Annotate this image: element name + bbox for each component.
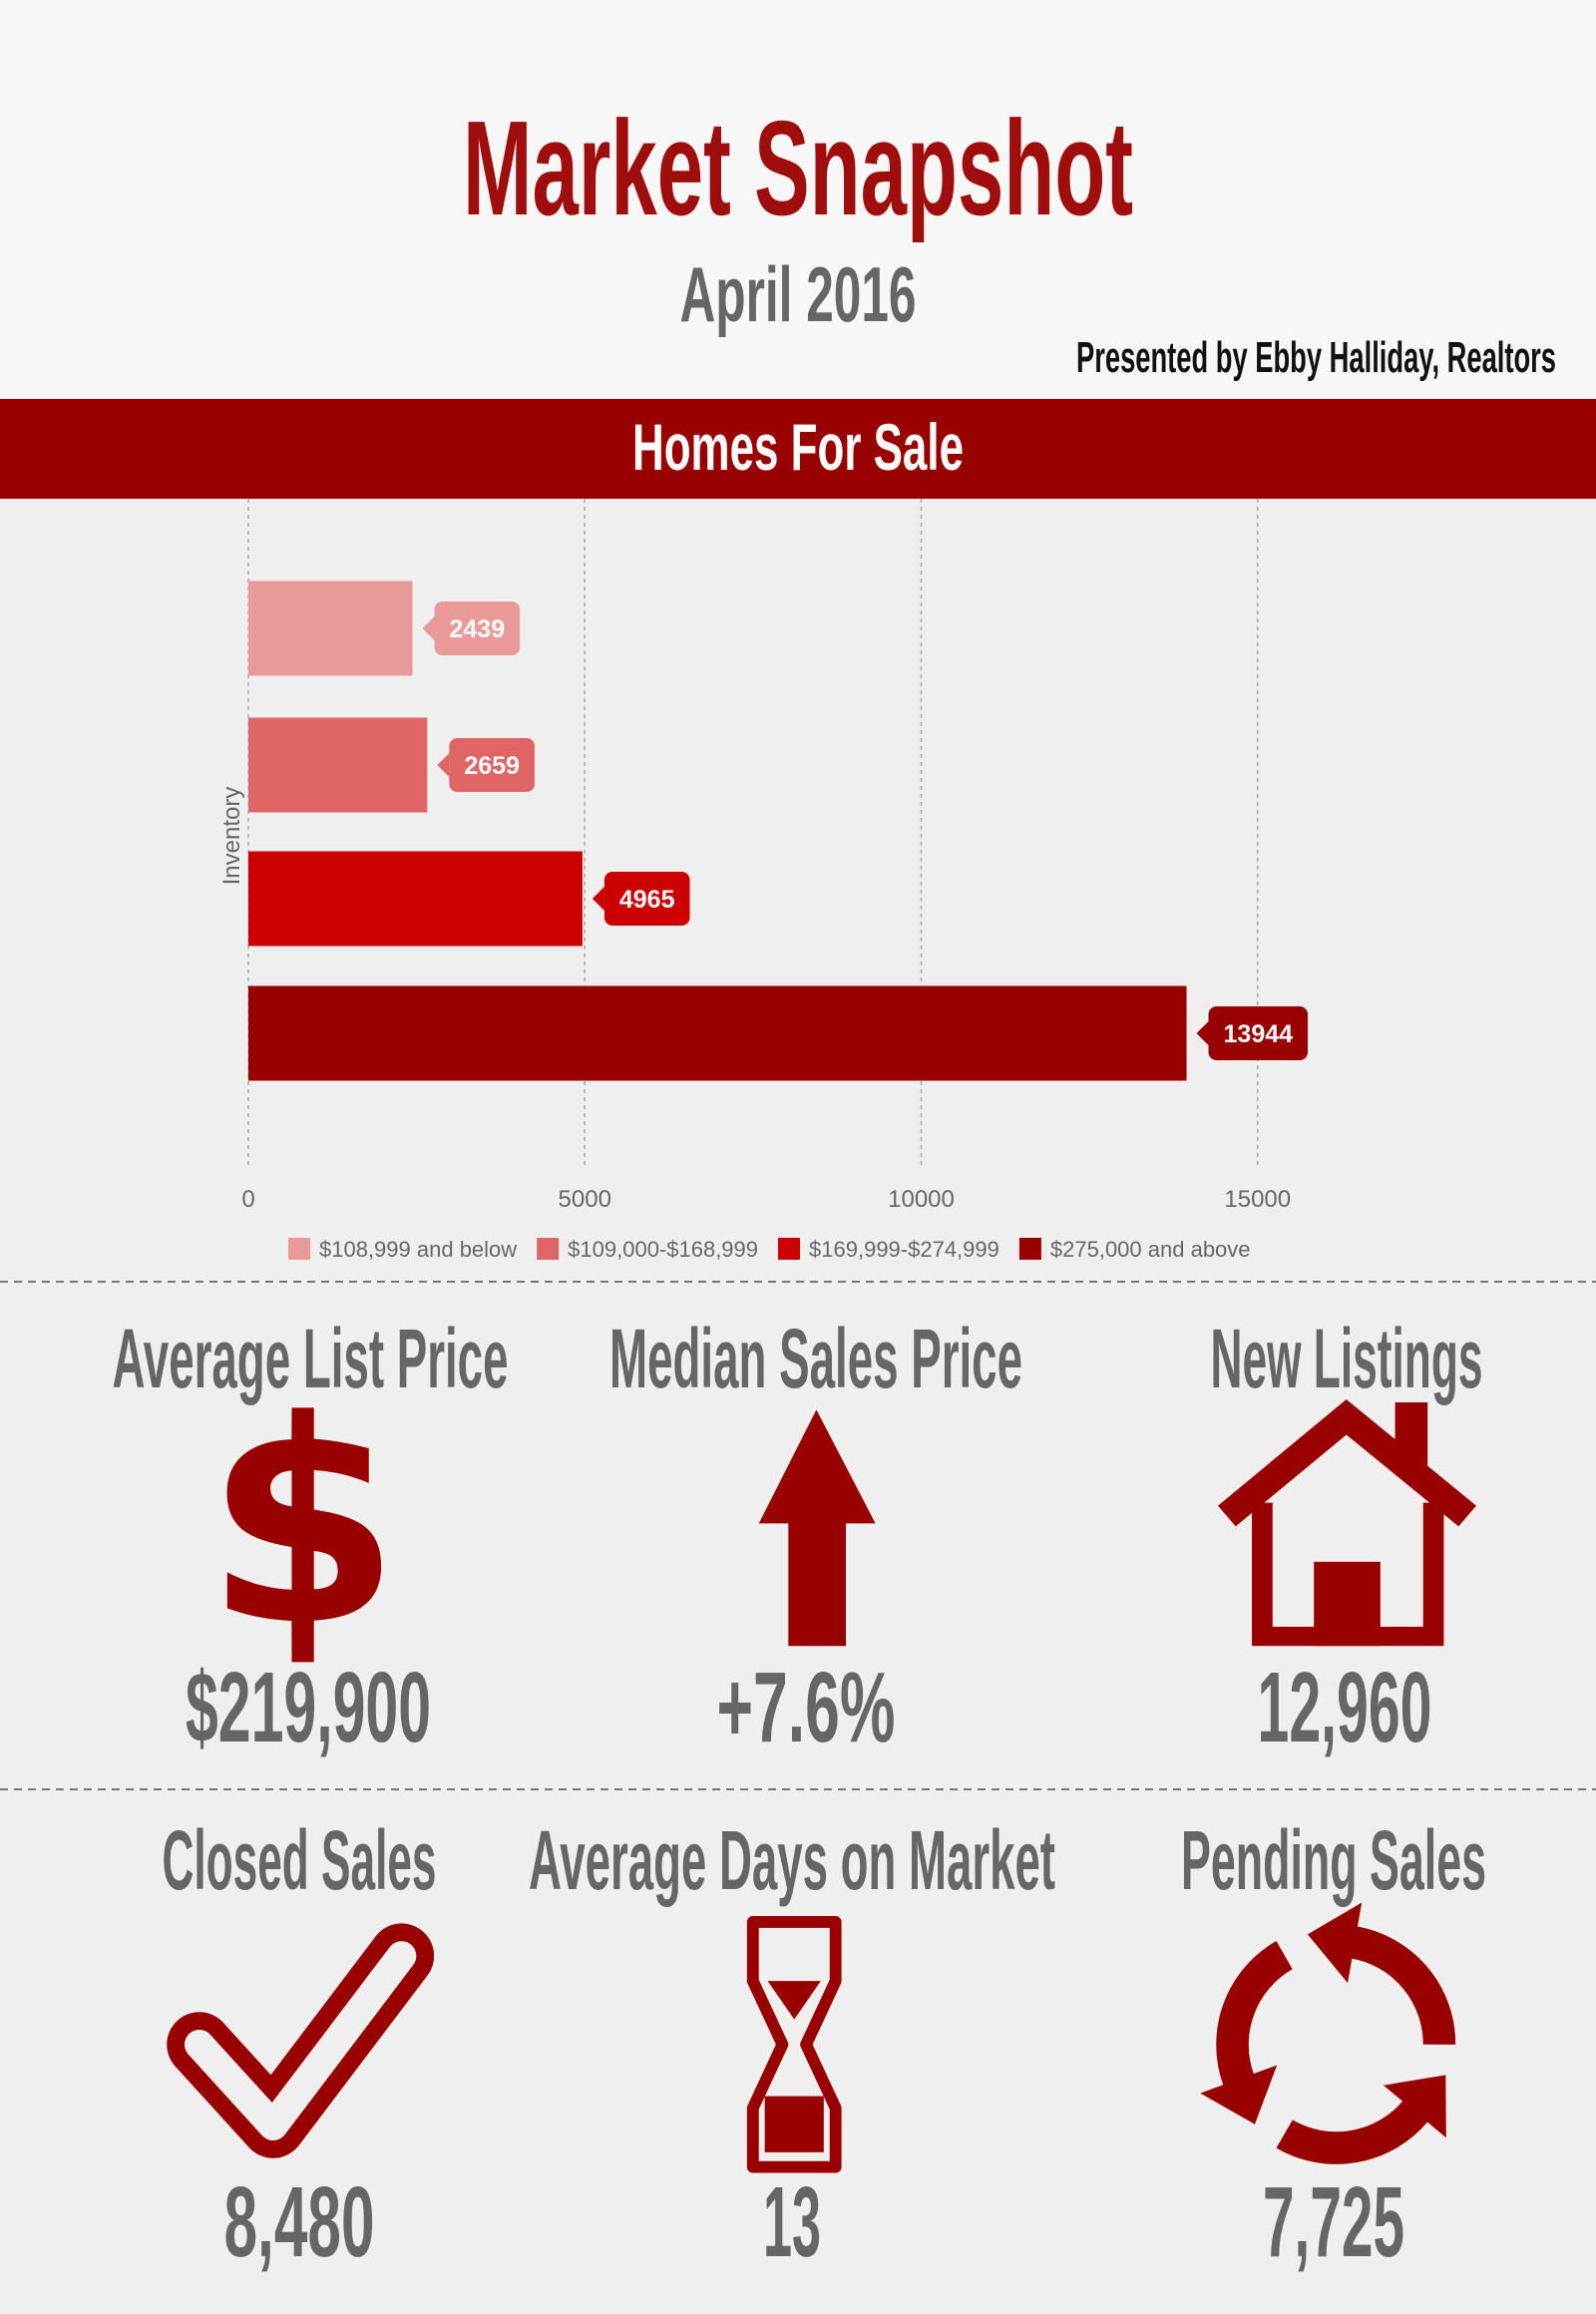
icons: $ <box>167 1361 1476 2173</box>
data-label-box <box>422 616 435 640</box>
subtitle: April 2016 <box>680 250 917 338</box>
data-label-box <box>1208 1006 1309 1060</box>
stat-title: Closed Sales <box>163 1813 437 1907</box>
legend-label: $169,999-$274,999 <box>809 1237 999 1262</box>
bar-chart: 0 5000 10000 15000 Inventory 2439 2659 4965 1394… <box>218 499 1309 1262</box>
y-axis-label: Inventory <box>218 787 245 886</box>
header-background <box>0 0 1596 399</box>
stat-title: Average Days on Market <box>529 1813 1055 1907</box>
stat-value: $219,900 <box>186 1652 431 1763</box>
data-label-box <box>592 887 604 911</box>
x-tick-label: 15000 <box>1224 1186 1291 1213</box>
recycle-icon <box>1200 1902 1456 2164</box>
dollar-icon: $ <box>205 1361 401 1688</box>
data-label-box <box>434 601 521 655</box>
bar <box>248 985 1187 1081</box>
up-arrow-icon <box>758 1409 876 1647</box>
stat-value: +7.6% <box>717 1652 896 1763</box>
section-title: Homes For Sale <box>632 410 964 484</box>
data-label-box <box>603 872 690 926</box>
stat-value: 13 <box>763 2166 821 2278</box>
data-label-box <box>1196 1021 1209 1045</box>
stat-value: 8,480 <box>224 2166 375 2278</box>
bar <box>248 717 428 813</box>
data-label: 13944 <box>1224 1020 1294 1048</box>
data-label: 4965 <box>619 886 675 914</box>
stat-title: Average List Price <box>113 1312 509 1405</box>
hourglass-icon <box>746 1916 842 2173</box>
stat-value: 7,725 <box>1263 2166 1404 2278</box>
legend-swatch <box>778 1238 801 1260</box>
data-label-box <box>437 753 450 777</box>
check-icon <box>167 1923 435 2158</box>
data-label: 2439 <box>450 615 506 643</box>
stat-title: Median Sales Price <box>609 1312 1022 1405</box>
legend-swatch <box>537 1238 560 1260</box>
legend-label: $108,999 and below <box>319 1237 517 1262</box>
legend-label: $275,000 and above <box>1050 1237 1251 1262</box>
data-label: 2659 <box>464 752 520 780</box>
stat-title: Pending Sales <box>1181 1813 1486 1907</box>
legend-swatch <box>1018 1238 1041 1260</box>
stat-value: 12,960 <box>1258 1652 1432 1763</box>
x-tick-label: 0 <box>241 1186 254 1213</box>
stat-title: New Listings <box>1211 1312 1483 1405</box>
section-band <box>0 399 1596 499</box>
presenter: Presented by Ebby Halliday, Realtors <box>1076 333 1556 382</box>
bar <box>248 851 583 947</box>
page-title: Market Snapshot <box>463 93 1133 243</box>
bar <box>248 580 413 676</box>
house-icon <box>1218 1399 1476 1647</box>
data-label-box <box>449 738 535 792</box>
x-tick-label: 5000 <box>559 1186 611 1213</box>
x-tick-label: 10000 <box>888 1186 955 1213</box>
legend-swatch <box>288 1238 310 1260</box>
legend-label: $109,000-$168,999 <box>568 1237 758 1262</box>
